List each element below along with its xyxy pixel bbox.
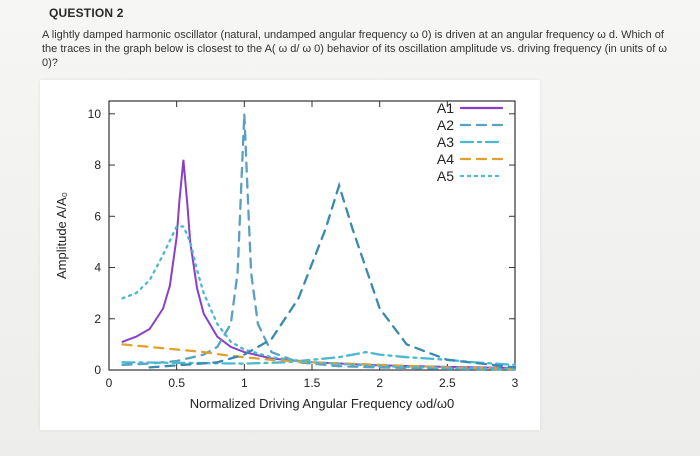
legend-label: A4: [437, 151, 454, 167]
x-axis-label: Normalized Driving Angular Frequency ωd/…: [190, 396, 455, 411]
chart-figure: 0 0.5 1 1.5 2 2.5 3 0 2 4 6 8 10 Normalized Driving A…: [40, 80, 540, 430]
series-line-2: [121, 113, 517, 371]
legend-label: A3: [437, 134, 454, 150]
legend-label: A5: [437, 168, 454, 184]
x-tick-label: 1.5: [304, 376, 321, 390]
chart: 0 0.5 1 1.5 2 2.5 3 0 2 4 6 8 10 Normalized Driving A…: [54, 100, 519, 411]
question-title: QUESTION 2: [49, 6, 124, 20]
series-line-1: [121, 159, 516, 369]
x-tick-label: 2: [376, 376, 383, 390]
plot-frame: [108, 100, 516, 371]
legend-label: A1: [437, 100, 454, 116]
legend-label: A2: [437, 117, 454, 133]
question-text: A lightly damped harmonic oscillator (na…: [42, 29, 667, 69]
x-tick-label: 0.5: [168, 376, 185, 390]
y-tick-label: 8: [94, 158, 101, 172]
y-tick-label: 10: [88, 107, 102, 121]
x-tick-label: 0: [106, 376, 113, 390]
y-tick-label: 2: [94, 312, 101, 326]
y-tick-label: 0: [94, 363, 101, 377]
x-tick-label: 2.5: [439, 376, 456, 390]
y-tick-label: 6: [94, 209, 101, 223]
y-tick-label: 4: [94, 261, 101, 275]
series-line-6: [148, 181, 517, 369]
y-axis-label: Amplitude A/A₀: [54, 192, 69, 279]
x-tick-label: 3: [512, 376, 519, 390]
x-tick-label: 1: [241, 376, 248, 390]
series-line-5: [121, 225, 517, 370]
